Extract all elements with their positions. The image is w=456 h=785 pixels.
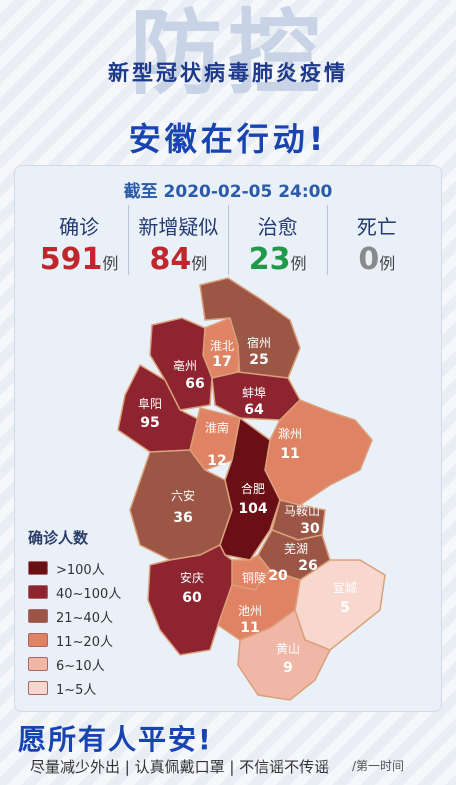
region-label: 蚌埠 [242, 386, 266, 400]
date-label: 截至 2020-02-05 24:00 [123, 182, 333, 202]
decorative-title: 防控 [129, 0, 326, 107]
legend-title: 确诊人数 [28, 529, 89, 547]
legend-item: 1~5人 [28, 676, 121, 700]
stat-label: 新增疑似 [138, 215, 219, 239]
legend-swatch [28, 609, 48, 623]
stat-unit: 例 [102, 254, 119, 273]
region-label: 阜阳 [138, 397, 162, 411]
region-count: 12 [207, 453, 226, 469]
region-count: 11 [240, 620, 259, 636]
legend-item: 21~40人 [28, 604, 121, 628]
region-label: 安庆 [180, 570, 204, 585]
legend-swatch [28, 681, 48, 695]
region-count: 26 [298, 558, 317, 574]
wish-text: 愿所有人平安! [18, 723, 213, 756]
slogan-text: 尽量减少外出 | 认真佩戴口罩 | 不信谣不传谣 [30, 758, 330, 776]
legend-label: 6~10人 [56, 658, 105, 674]
region-count: 36 [173, 510, 192, 526]
region-bozhou[interactable] [149, 317, 213, 411]
watermark: /第一时间 [352, 759, 405, 773]
region-count: 11 [280, 446, 299, 462]
region-label: 合肥 [241, 481, 265, 496]
region-count: 25 [249, 352, 268, 368]
stat-confirmed: 确诊 591例 [30, 205, 130, 277]
legend-label: >100人 [56, 562, 105, 578]
region-count: 5 [340, 600, 350, 616]
region-label: 宣城 [333, 580, 357, 595]
legend-swatch [28, 633, 48, 647]
legend-label: 1~5人 [56, 682, 97, 698]
region-hefei[interactable] [219, 416, 281, 561]
stat-label: 死亡 [356, 215, 397, 239]
region-label: 亳州 [173, 358, 197, 373]
region-label: 芜湖 [284, 541, 308, 556]
region-count: 17 [212, 354, 231, 370]
stat-label: 确诊 [59, 215, 100, 239]
legend-item: 6~10人 [28, 652, 121, 676]
legend-label: 40~100人 [56, 586, 122, 602]
stats-row: 确诊 591例 新增疑似 84例 治愈 23例 死亡 0例 [30, 205, 426, 277]
legend-swatch [28, 657, 48, 671]
region-label: 淮北 [210, 339, 234, 353]
legend-item: >100人 [28, 556, 121, 580]
stat-value: 0 [358, 242, 380, 277]
stat-unit: 例 [290, 254, 307, 273]
region-count: 104 [238, 501, 267, 517]
region-count: 20 [268, 568, 288, 584]
region-label: 马鞍山 [284, 503, 320, 518]
main-title: 安徽在行动! [128, 120, 328, 158]
legend-item: 11~20人 [28, 628, 121, 652]
stat-suspected: 新增疑似 84例 [129, 205, 229, 277]
region-label: 黄山 [276, 642, 300, 656]
stat-unit: 例 [191, 254, 208, 273]
region-label: 宿州 [247, 335, 271, 350]
stat-value: 23 [248, 242, 291, 277]
stat-label: 治愈 [257, 215, 298, 239]
region-label: 淮南 [205, 420, 229, 435]
region-huainan[interactable] [189, 407, 241, 471]
region-count: 30 [300, 521, 320, 537]
legend-label: 21~40人 [56, 610, 113, 626]
legend-label: 11~20人 [56, 634, 113, 650]
legend-swatch [28, 561, 48, 575]
legend: 确诊人数 >100人 40~100人 21~40人 11~20人 6~10人 1… [28, 527, 121, 700]
stat-value: 591 [39, 242, 103, 277]
stat-value: 84 [149, 242, 192, 277]
region-label: 六安 [171, 488, 195, 503]
legend-item: 40~100人 [28, 580, 121, 604]
region-count: 95 [140, 415, 159, 431]
region-huangshan[interactable] [237, 608, 332, 701]
region-label: 铜陵 [242, 570, 266, 585]
stat-recovered: 治愈 23例 [229, 205, 328, 277]
legend-swatch [28, 585, 48, 599]
region-label: 池州 [238, 604, 262, 618]
stat-deaths: 死亡 0例 [328, 205, 426, 277]
region-count: 66 [185, 376, 204, 392]
region-count: 64 [244, 402, 264, 418]
region-count: 9 [283, 660, 293, 676]
region-label: 滁州 [278, 426, 302, 441]
subtitle: 新型冠状病毒肺炎疫情 [108, 61, 348, 85]
region-count: 60 [182, 590, 202, 606]
stat-unit: 例 [379, 254, 396, 273]
